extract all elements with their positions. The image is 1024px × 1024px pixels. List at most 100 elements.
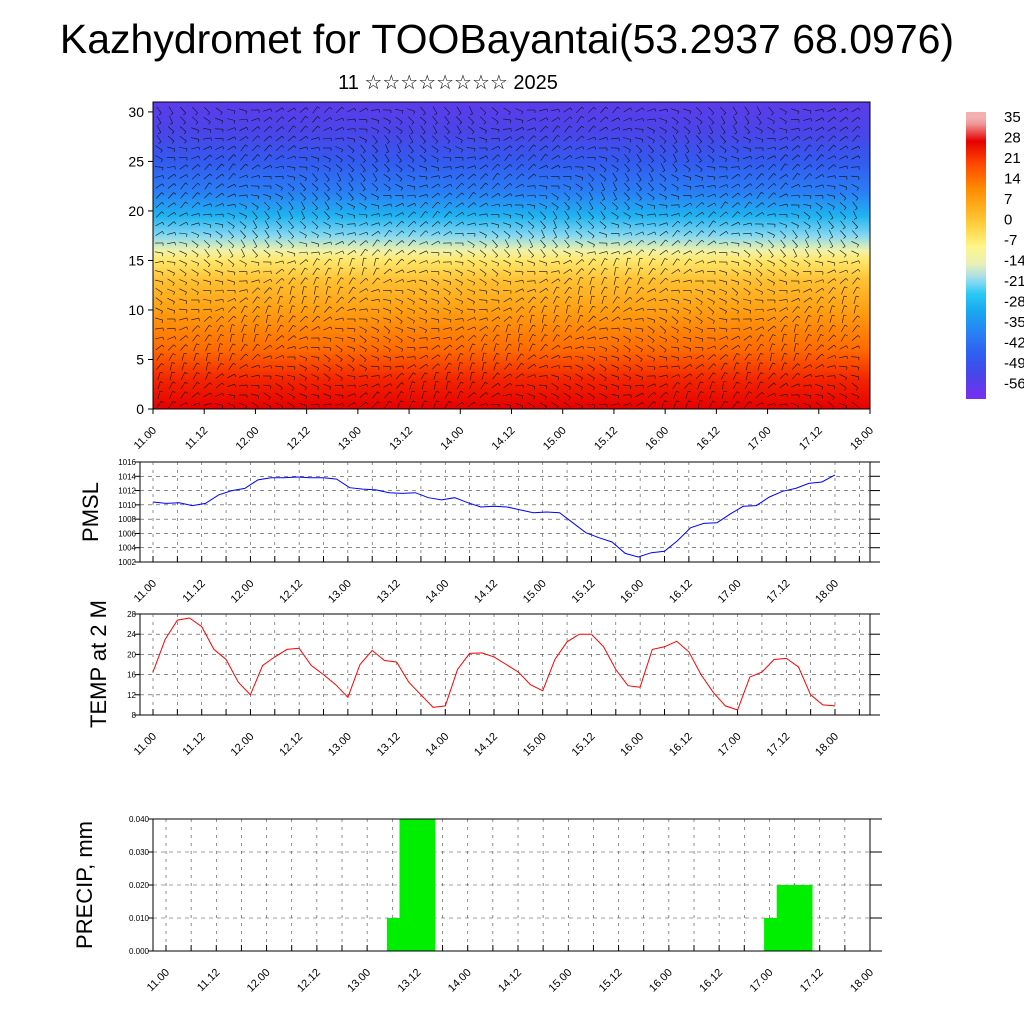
- heatmap-ytick-label: 10: [128, 302, 144, 318]
- colorbar-label: -35: [1004, 314, 1024, 331]
- pmsl-ylabel: PMSL: [78, 482, 103, 542]
- precip-xtick-label: 17.12: [798, 967, 826, 995]
- temp-ytick-label: 8: [132, 711, 137, 720]
- pmsl-ytick-label: 1004: [118, 544, 136, 553]
- precip-ytick-label: 0.010: [129, 914, 150, 923]
- pmsl-xtick-label: 16.00: [618, 578, 646, 606]
- colorbar-label: 21: [1004, 150, 1021, 167]
- colorbar-label: -14: [1004, 253, 1024, 270]
- temp-ytick-label: 24: [127, 630, 136, 639]
- colorbar-label: -56: [1004, 376, 1024, 393]
- heatmap-xtick-label: 15.12: [592, 425, 620, 453]
- temp-xtick-label: 16.12: [667, 731, 695, 759]
- colorbar-label: 35: [1004, 109, 1021, 126]
- precip-xtick-label: 15.12: [597, 967, 625, 995]
- pmsl-frame: [139, 461, 871, 563]
- temp-xtick-label: 13.12: [375, 731, 403, 759]
- temp-line-chart: 8 12 16 20 24 28 11.00 11.12 12.00 12.12 13.00 13.1…: [86, 600, 880, 759]
- colorbar-label: -28: [1004, 294, 1024, 311]
- precip-xtick-label: 12.12: [295, 967, 323, 995]
- temp-ytick-label: 20: [127, 650, 136, 659]
- temp-xtick-label: 11.00: [132, 731, 159, 758]
- colorbar-label: 0: [1004, 212, 1012, 229]
- temp-xtick-label: 15.00: [521, 731, 549, 759]
- pmsl-ytick-label: 1008: [118, 515, 136, 524]
- temp-series-line: [152, 617, 836, 711]
- precip-bar-chart: 0.000 0.010 0.020 0.030 0.040 11.00 11.12 12.00…: [72, 815, 882, 995]
- precip-ytick-label: 0.000: [129, 947, 150, 956]
- temp-xtick-label: 14.12: [472, 731, 500, 759]
- chart-title: Kazhydromet for TOOBayantai(53.2937 68.0…: [59, 16, 955, 62]
- colorbar-label: -7: [1004, 232, 1017, 249]
- precip-xtick-label: 13.12: [396, 967, 424, 995]
- heatmap-xtick-label: 17.12: [797, 425, 825, 453]
- temp-xtick-label: 17.00: [716, 731, 744, 759]
- precip-xtick-label: 17.00: [748, 967, 776, 995]
- temp-xtick-label: 12.12: [277, 731, 305, 759]
- heatmap-field: [153, 102, 870, 409]
- colorbar-label: -49: [1004, 355, 1024, 372]
- colorbar-label: -21: [1004, 273, 1024, 290]
- precip-xtick-label: 11.00: [145, 967, 172, 994]
- precip-xtick-label: 16.00: [647, 967, 675, 995]
- wind-barbs: [154, 106, 861, 410]
- heatmap-xtick-label: 14.00: [438, 425, 466, 453]
- precip-xtick-label: 18.00: [848, 967, 876, 995]
- pmsl-xtick-label: 12.00: [229, 578, 257, 606]
- pmsl-xtick-label: 11.12: [180, 578, 207, 605]
- pmsl-ytick-label: 1002: [118, 558, 136, 567]
- pmsl-xtick-label: 14.12: [472, 578, 500, 606]
- colorbar-label: 14: [1004, 171, 1021, 188]
- precip-ytick-label: 0.030: [129, 848, 150, 857]
- heatmap-xtick-label: 12.00: [234, 425, 262, 453]
- heatmap-xtick-label: 13.12: [387, 425, 415, 453]
- colorbar-label: -42: [1004, 335, 1024, 352]
- heatmap-ytick-label: 30: [128, 104, 144, 120]
- pmsl-xtick-label: 15.12: [570, 578, 598, 606]
- pmsl-ytick-label: 1010: [118, 501, 136, 510]
- heatmap-xtick-label: 17.00: [746, 425, 774, 453]
- precip-frame: [152, 818, 871, 952]
- precip-bar: [776, 885, 813, 951]
- colorbar-label: 28: [1004, 130, 1021, 147]
- heatmap-xtick-label: 16.00: [643, 425, 671, 453]
- cross-section-heatmap: 0 5 10 15 20 25 30 11.00 11.12 12.00 12.12 13.00 13.…: [128, 101, 876, 453]
- pmsl-xtick-label: 13.12: [375, 578, 403, 606]
- precip-xtick-label: 13.00: [345, 967, 373, 995]
- pmsl-ytick-label: 1014: [118, 472, 136, 481]
- pmsl-series-line: [152, 474, 836, 558]
- temp-xtick-label: 13.00: [326, 731, 354, 759]
- heatmap-ytick-label: 25: [128, 153, 144, 169]
- heatmap-ytick-label: 0: [136, 401, 144, 417]
- pmsl-line-chart: 1002 1004 1006 1008 1010 1012 1014 1016 11.00 11.…: [78, 458, 880, 606]
- precip-xtick-label: 11.12: [195, 967, 222, 994]
- colorbar-label: 7: [1004, 191, 1012, 208]
- precip-xtick-label: 15.00: [546, 967, 574, 995]
- heatmap-xtick-label: 14.12: [490, 425, 518, 453]
- heatmap-ytick-label: 15: [128, 252, 144, 268]
- precip-xtick-label: 14.12: [496, 967, 524, 995]
- temp-xtick-label: 18.00: [813, 731, 841, 759]
- heatmap-ytick-label: 20: [128, 203, 144, 219]
- temp-xtick-label: 11.12: [180, 731, 207, 758]
- temp-frame: [139, 613, 871, 716]
- precip-xtick-label: 14.00: [446, 967, 474, 995]
- temp-xtick-label: 15.12: [570, 731, 598, 759]
- temp-ylabel: TEMP at 2 M: [86, 600, 111, 728]
- heatmap-xtick-label: 13.00: [336, 425, 364, 453]
- heatmap-xtick-label: 11.12: [183, 425, 210, 452]
- pmsl-xtick-label: 17.00: [716, 578, 744, 606]
- pmsl-ytick-label: 1012: [118, 487, 136, 496]
- temp-ytick-label: 16: [127, 671, 136, 680]
- temp-xtick-label: 16.00: [618, 731, 646, 759]
- heatmap-xtick-label: 18.00: [848, 425, 876, 453]
- pmsl-xtick-label: 12.12: [277, 578, 305, 606]
- heatmap-ytick-label: 5: [136, 351, 144, 367]
- heatmap-xtick-label: 15.00: [541, 425, 569, 453]
- temp-ytick-label: 28: [127, 610, 136, 619]
- pmsl-xtick-label: 15.00: [521, 578, 549, 606]
- temp-xtick-label: 17.12: [764, 731, 792, 759]
- heatmap-xtick-label: 12.12: [285, 425, 313, 453]
- colorbar-gradient: [966, 112, 986, 399]
